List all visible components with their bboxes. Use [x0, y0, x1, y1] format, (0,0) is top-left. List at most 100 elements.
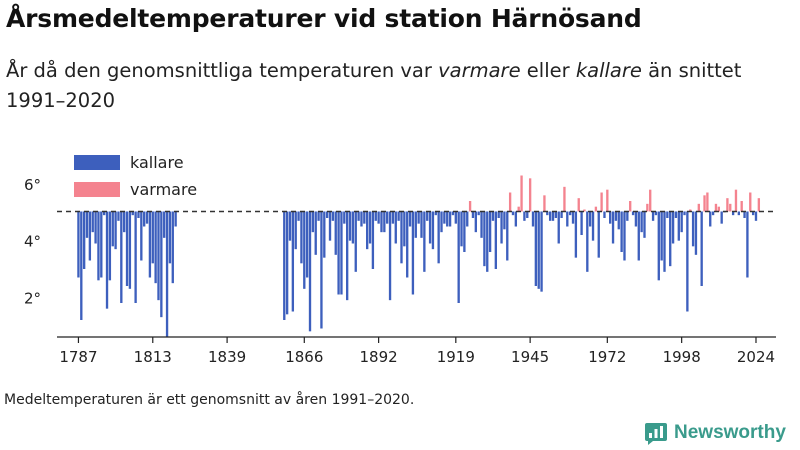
newsworthy-logo[interactable]: Newsworthy — [644, 420, 786, 446]
subtitle-text-2: eller — [520, 59, 576, 82]
bar-1807 — [134, 211, 137, 303]
bar-1985 — [643, 211, 646, 238]
bar-1902 — [406, 211, 409, 278]
bar-1918 — [451, 211, 455, 216]
subtitle-text-3: än snittet 1991–2020 — [6, 59, 742, 112]
bar-1974 — [611, 211, 615, 244]
bar-1932 — [491, 211, 495, 221]
bar-1879 — [340, 211, 343, 295]
bar-1964 — [583, 209, 586, 212]
bar-1973 — [609, 211, 612, 224]
bar-1940 — [514, 211, 518, 227]
newsworthy-logo-text: Newsworthy — [674, 422, 786, 443]
bar-1986 — [646, 203, 649, 212]
bar-1951 — [546, 211, 549, 216]
bar-2023 — [751, 211, 755, 216]
bar-1873 — [323, 211, 326, 258]
bar-1929 — [483, 211, 486, 267]
bar-2022 — [749, 192, 752, 212]
newsworthy-logo-icon — [645, 423, 667, 445]
bar-2021 — [746, 211, 749, 278]
bar-1791 — [88, 211, 92, 261]
bar-1980 — [629, 201, 632, 212]
bar-1927 — [477, 211, 480, 216]
bar-1909 — [426, 211, 429, 221]
bar-1901 — [403, 211, 406, 247]
x-tick-label-1866: 1866 — [285, 348, 323, 366]
bar-1862 — [291, 211, 295, 312]
bar-1958 — [566, 211, 569, 227]
bar-1907 — [420, 211, 423, 238]
bar-1941 — [517, 206, 520, 212]
bar-1998 — [680, 211, 683, 233]
bar-1896 — [388, 211, 392, 301]
bar-1794 — [97, 211, 100, 281]
bar-1966 — [589, 211, 592, 227]
bar-1864 — [297, 211, 300, 221]
subtitle-warmer: varmare — [438, 59, 521, 82]
bar-1993 — [666, 211, 669, 218]
bar-1981 — [631, 211, 635, 216]
bar-1867 — [305, 211, 309, 278]
bar-1963 — [580, 211, 583, 235]
bar-1913 — [437, 211, 440, 264]
bar-1821 — [174, 211, 177, 227]
bar-1884 — [354, 211, 357, 272]
bar-1969 — [597, 211, 600, 258]
bar-1995 — [671, 211, 675, 244]
bar-1989 — [654, 211, 658, 216]
bar-1982 — [634, 211, 638, 227]
bar-1961 — [574, 211, 578, 258]
x-tick-label-1919: 1919 — [437, 348, 475, 366]
x-axis-ticks: 1787 1813 1839 1866 1892 1919 1945 1972 1998 2024 — [59, 337, 775, 366]
bar-2025 — [757, 198, 761, 212]
bar-1967 — [591, 211, 595, 241]
bar-1933 — [494, 211, 497, 269]
bar-1923 — [466, 211, 469, 227]
x-tick-label-1787: 1787 — [59, 348, 97, 366]
bar-1919 — [454, 211, 457, 224]
legend: kallare varmare — [74, 153, 197, 199]
bar-1866 — [303, 211, 306, 289]
bar-2024 — [754, 211, 758, 221]
bar-1810 — [143, 211, 146, 227]
bar-1955 — [557, 211, 560, 244]
bar-1869 — [311, 211, 315, 233]
bar-1788 — [80, 211, 83, 320]
bar-1938 — [508, 192, 512, 212]
bar-1912 — [434, 211, 437, 216]
bar-1997 — [677, 211, 680, 241]
bar-1897 — [391, 211, 395, 224]
bar-1804 — [125, 211, 129, 286]
bar-1898 — [394, 211, 397, 244]
bar-1904 — [411, 211, 415, 295]
bar-1816 — [160, 211, 163, 318]
bar-1796 — [103, 211, 106, 216]
bar-1924 — [468, 201, 472, 212]
bar-1808 — [137, 211, 140, 218]
bar-1977 — [620, 211, 623, 252]
x-tick-label-1839: 1839 — [208, 348, 246, 366]
bar-1871 — [317, 211, 320, 221]
bar-1908 — [423, 211, 426, 272]
x-tick-label-1972: 1972 — [588, 348, 626, 366]
bar-1962 — [577, 198, 580, 212]
bar-1888 — [366, 211, 369, 250]
bar-1877 — [334, 211, 337, 255]
bar-2003 — [694, 211, 698, 255]
subtitle-colder: kallare — [575, 59, 642, 82]
bar-1920 — [457, 211, 460, 303]
bar-1874 — [325, 211, 329, 218]
bar-1999 — [683, 211, 686, 216]
bar-1891 — [374, 211, 377, 221]
y-tick-label-4: 4° — [24, 233, 41, 251]
bar-1956 — [560, 211, 563, 218]
bar-1984 — [640, 211, 643, 233]
bar-1820 — [171, 211, 174, 284]
bar-1800 — [114, 211, 117, 250]
bar-1970 — [600, 192, 603, 212]
bar-1880 — [343, 211, 346, 224]
x-tick-label-1998: 1998 — [663, 348, 701, 366]
bar-1887 — [363, 211, 366, 224]
bar-1921 — [460, 211, 463, 247]
